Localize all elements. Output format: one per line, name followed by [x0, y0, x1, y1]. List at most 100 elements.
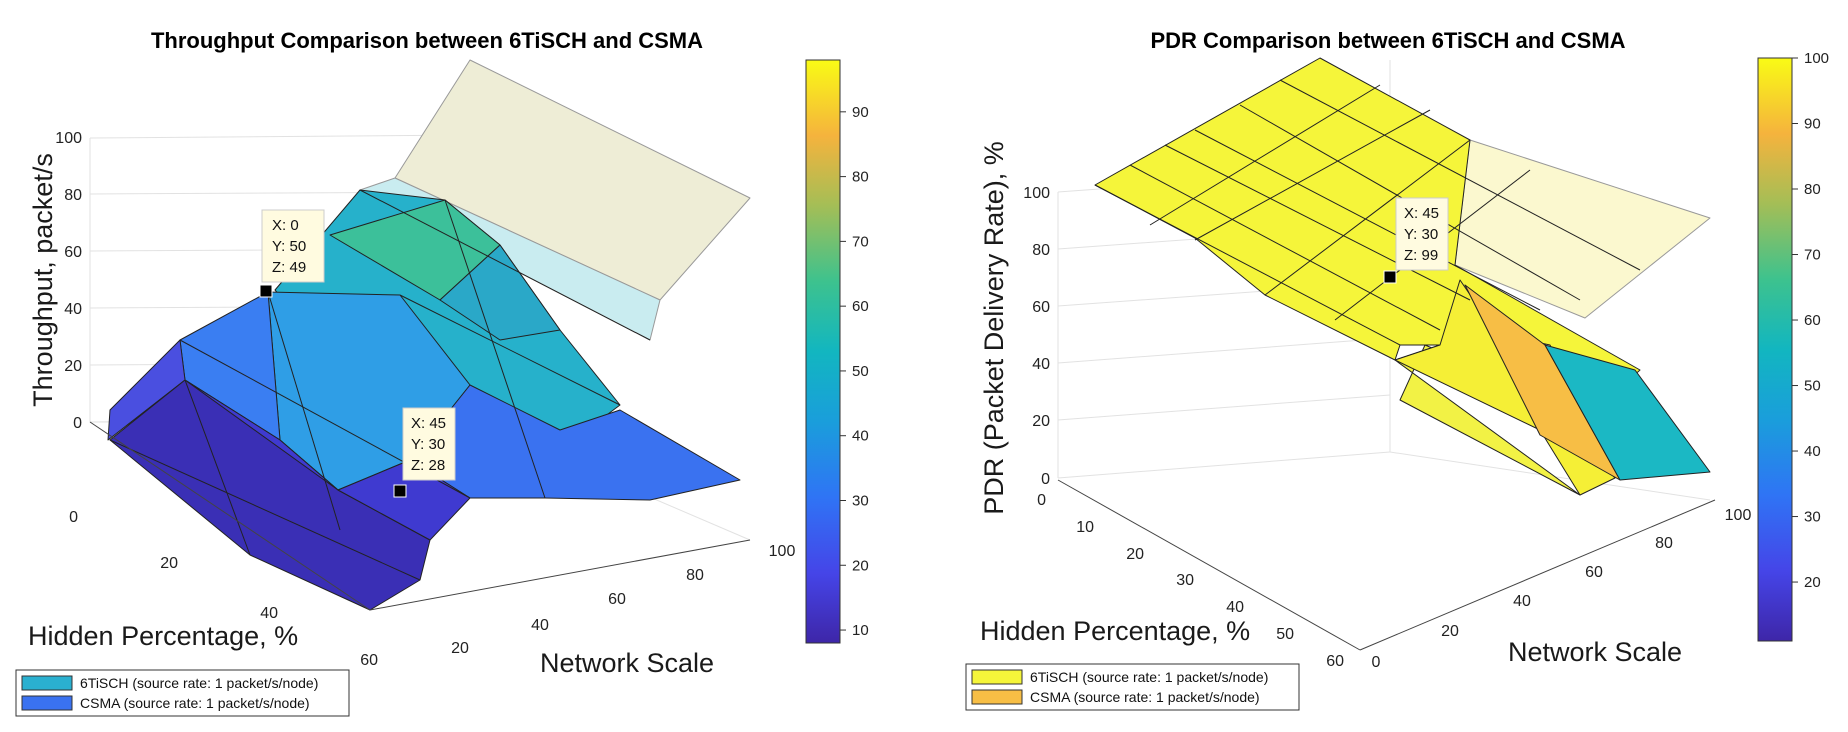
datatip-y: Y: 30 [1404, 226, 1438, 243]
x-tick: 80 [1655, 535, 1673, 552]
datatip[interactable]: X: 0 Y: 50 Z: 49 [259, 209, 325, 298]
legend-label: CSMA (source rate: 1 packet/s/node) [80, 695, 310, 711]
z-axis: 0 20 40 60 80 100 PDR (Packet Delivery R… [979, 141, 1050, 515]
surface-csma [107, 59, 751, 611]
surface-edge [1194, 109, 1431, 241]
datatip-x: X: 0 [272, 217, 299, 234]
surface-edge [1149, 84, 1381, 226]
colorbar-tick-label: 60 [852, 298, 869, 315]
y-tick: 0 [1037, 492, 1046, 509]
surface-edge [1164, 144, 1471, 301]
colorbar-tick-label: 80 [852, 169, 869, 186]
z-tick: 40 [1032, 356, 1050, 373]
colorbar-tick-label: 80 [1804, 181, 1821, 198]
z-tick: 60 [1032, 299, 1050, 316]
datatip-y: Y: 30 [411, 436, 445, 453]
x-axis: 20 40 60 80 100 Network Scale [369, 539, 795, 678]
x-tick: 0 [1372, 654, 1381, 671]
datatip-marker[interactable] [259, 284, 273, 298]
colorbar-tick-label: 90 [1804, 116, 1821, 133]
y-tick: 10 [1076, 519, 1094, 536]
colorbar-tick-label: 90 [852, 104, 869, 121]
x-tick: 40 [1513, 593, 1531, 610]
x-axis: 0 20 40 60 80 100 Network Scale [1359, 499, 1751, 671]
colorbar-tick-label: 20 [852, 557, 869, 574]
datatip-z: Z: 99 [1404, 247, 1438, 264]
x-tick: 20 [1441, 623, 1459, 640]
legend-label: 6TiSCH (source rate: 1 packet/s/node) [1030, 669, 1268, 685]
y-tick: 20 [160, 555, 178, 572]
surface-patch [1544, 344, 1711, 481]
datatip-y: Y: 50 [272, 238, 306, 255]
legend-swatch [21, 675, 73, 691]
x-tick: 80 [686, 567, 704, 584]
colorbar-tick-label: 100 [1804, 50, 1829, 67]
x-tick: 20 [451, 640, 469, 657]
z-axis: 0 20 40 60 80 100 Throughput, packet/s [28, 130, 82, 432]
z-tick: 80 [64, 187, 82, 204]
datatip-box [402, 407, 456, 481]
surface-edge [267, 291, 341, 531]
datatip-z: Z: 49 [272, 259, 306, 276]
x-tick: 40 [531, 617, 549, 634]
datatip-marker[interactable] [1383, 270, 1397, 284]
surface-edge [109, 439, 421, 581]
colorbar-tick-label: 60 [1804, 312, 1821, 329]
y-tick: 0 [69, 509, 78, 526]
colorbar-ticks: 20 30 40 50 60 70 80 90 100 [1792, 50, 1829, 591]
colorbar-tick-label: 10 [852, 622, 869, 639]
z-tick: 20 [64, 358, 82, 375]
surface-edge [1194, 129, 1541, 311]
surface-edge [399, 294, 621, 406]
datatip[interactable]: X: 45 Y: 30 Z: 99 [1383, 197, 1449, 284]
surface-edge [1094, 184, 1401, 346]
legend-label: 6TiSCH (source rate: 1 packet/s/node) [80, 675, 318, 691]
z-tick: 20 [1032, 413, 1050, 430]
datatip-x: X: 45 [1404, 205, 1439, 222]
y-tick: 60 [1326, 653, 1344, 670]
z-tick: 80 [1032, 242, 1050, 259]
colorbar-tick-label: 30 [852, 492, 869, 509]
y-tick: 50 [1276, 626, 1294, 643]
z-tick: 0 [1041, 471, 1050, 488]
colorbar-ticks: 10 20 30 40 50 60 70 80 90 [840, 104, 869, 639]
datatip-marker[interactable] [393, 484, 407, 498]
z-tick: 0 [73, 415, 82, 432]
colorbar-gradient [1757, 57, 1793, 642]
legend-swatch [971, 689, 1023, 705]
colorbar-tick-label: 50 [852, 363, 869, 380]
colorbar-tick-label: 40 [1804, 443, 1821, 460]
y-axis-label: Hidden Percentage, % [28, 621, 298, 651]
surface-patch [107, 339, 186, 441]
surface-edge [1279, 79, 1641, 271]
datatip-x: X: 45 [411, 415, 446, 432]
z-tick: 100 [1023, 185, 1050, 202]
surface-6tisch [1094, 57, 1711, 496]
legend-swatch [971, 669, 1023, 685]
surface-edge [444, 199, 546, 499]
colorbar-tick-label: 20 [1804, 574, 1821, 591]
datatip-box [1395, 197, 1449, 271]
z-axis-label: Throughput, packet/s [28, 153, 58, 407]
x-tick: 60 [1585, 564, 1603, 581]
colorbar-tick-label: 40 [852, 428, 869, 445]
surface-edge [184, 379, 251, 556]
z-tick: 40 [64, 301, 82, 318]
chart-title: PDR Comparison between 6TiSCH and CSMA [1150, 28, 1625, 53]
y-axis-label: Hidden Percentage, % [980, 616, 1250, 646]
x-axis-label: Network Scale [1508, 637, 1682, 667]
x-tick: 60 [608, 591, 626, 608]
surface-edge [1129, 164, 1441, 331]
y-axis: 0 10 20 30 40 50 60 Hidden Percentage, % [980, 479, 1361, 670]
legend: 6TiSCH (source rate: 1 packet/s/node) CS… [15, 669, 350, 717]
throughput-chart: Throughput Comparison between 6TiSCH and… [15, 28, 869, 717]
colorbar: 10 20 30 40 50 60 70 80 90 [805, 59, 869, 644]
datatip-z: Z: 28 [411, 457, 445, 474]
datatip[interactable]: X: 45 Y: 30 Z: 28 [393, 407, 456, 498]
datatip-box [261, 209, 325, 283]
legend: 6TiSCH (source rate: 1 packet/s/node) CS… [965, 663, 1300, 711]
colorbar-gradient [805, 59, 841, 644]
legend-label: CSMA (source rate: 1 packet/s/node) [1030, 689, 1260, 705]
surface-patch [184, 379, 471, 541]
